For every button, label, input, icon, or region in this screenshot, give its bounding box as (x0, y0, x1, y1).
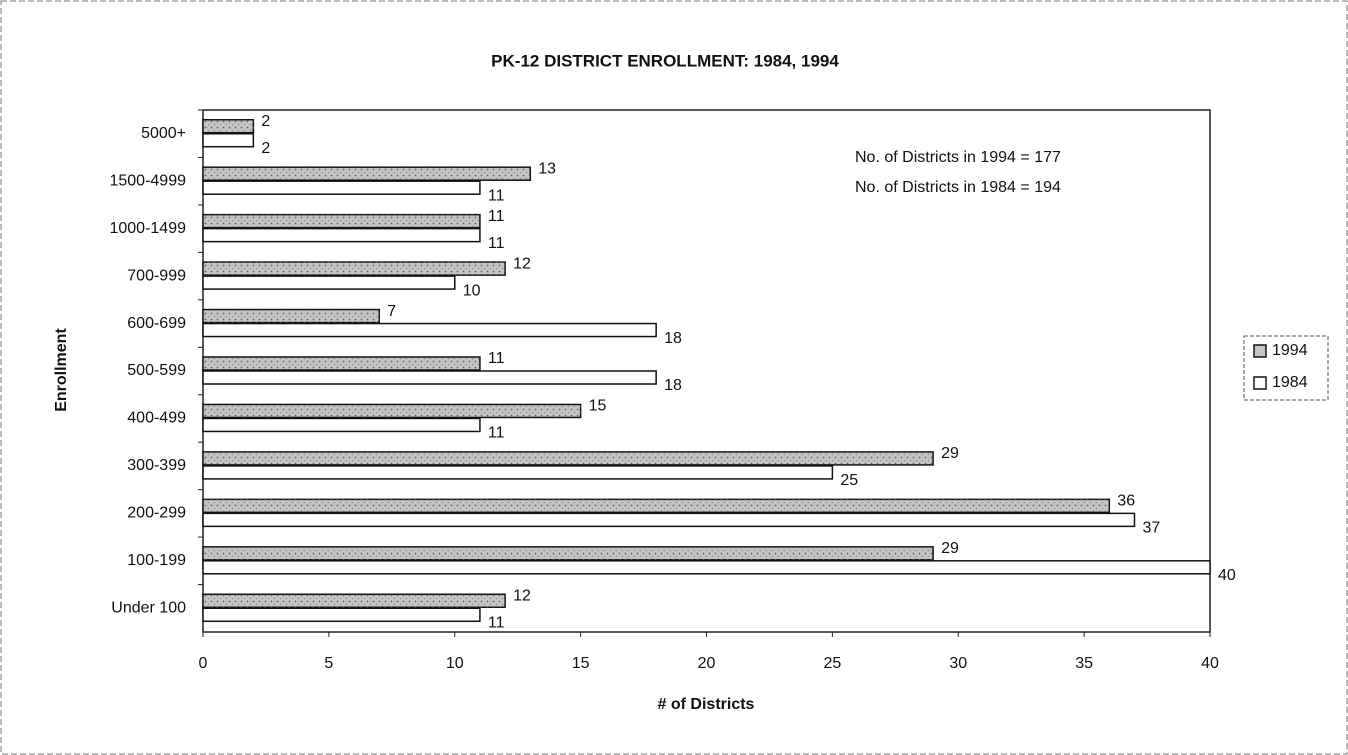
y-tick-label: 400-499 (127, 410, 186, 427)
bar (202, 261, 506, 276)
bar (202, 213, 481, 229)
x-tick-label: 0 (199, 655, 208, 672)
bar (202, 560, 1211, 575)
data-label: 29 (941, 540, 959, 557)
x-tick-label: 40 (1201, 655, 1219, 672)
bar (202, 180, 481, 195)
chart-title: PK-12 DISTRICT ENROLLMENT: 1984, 1994 (491, 51, 839, 70)
bar (202, 451, 934, 466)
y-tick-label: Under 100 (111, 599, 186, 616)
bar (202, 607, 481, 623)
bar (202, 417, 481, 433)
annotation: No. of Districts in 1994 = 177 (855, 149, 1061, 166)
bar (202, 356, 481, 371)
data-label: 11 (488, 235, 505, 252)
data-label: 29 (941, 445, 959, 462)
data-label: 7 (387, 303, 396, 320)
y-tick-label: 100-199 (127, 552, 186, 569)
bar (202, 322, 657, 338)
data-label: 18 (664, 377, 682, 394)
bar (202, 498, 1111, 514)
bar (202, 465, 834, 480)
legend-label: 1994 (1272, 342, 1308, 359)
data-label: 11 (488, 187, 505, 204)
y-tick-label: 200-299 (127, 505, 186, 522)
data-label: 11 (488, 208, 505, 225)
x-tick-label: 30 (949, 655, 967, 672)
bar (202, 132, 255, 148)
x-tick-label: 25 (823, 655, 841, 672)
data-label: 25 (840, 472, 858, 489)
y-tick-label: 700-999 (127, 267, 186, 284)
legend-swatch (1253, 344, 1267, 358)
data-label: 12 (513, 587, 531, 604)
bar (202, 593, 506, 609)
y-tick-label: 1500-4999 (109, 172, 186, 189)
x-tick-label: 10 (446, 655, 464, 672)
legend-swatch (1253, 376, 1267, 390)
bar (202, 512, 1136, 528)
legend-label: 1984 (1272, 374, 1308, 391)
y-axis-title: Enrollment (53, 328, 70, 412)
y-tick-label: 300-399 (127, 457, 186, 474)
bar (202, 403, 582, 419)
data-label: 13 (538, 160, 556, 177)
bar (202, 227, 481, 243)
data-label: 10 (463, 282, 481, 299)
data-label: 36 (1117, 493, 1135, 510)
y-tick-label: 5000+ (141, 125, 186, 142)
x-tick-label: 20 (698, 655, 716, 672)
x-tick-label: 15 (572, 655, 590, 672)
y-tick-label: 600-699 (127, 315, 186, 332)
bar (202, 308, 380, 324)
data-label: 15 (589, 398, 607, 415)
data-label: 37 (1142, 520, 1160, 537)
data-label: 11 (488, 614, 505, 631)
y-tick-label: 1000-1499 (109, 220, 186, 237)
annotation: No. of Districts in 1984 = 194 (855, 179, 1061, 196)
x-tick-label: 35 (1075, 655, 1093, 672)
data-label: 11 (488, 350, 505, 367)
data-label: 40 (1218, 567, 1236, 584)
data-label: 11 (488, 425, 505, 442)
data-label: 18 (664, 330, 682, 347)
bar (202, 166, 532, 181)
x-tick-label: 5 (324, 655, 333, 672)
bar (202, 118, 255, 134)
data-label: 2 (261, 113, 270, 130)
data-label: 12 (513, 255, 531, 272)
x-axis-title: # of Districts (658, 696, 755, 713)
bar (202, 546, 934, 561)
y-tick-label: 500-599 (127, 362, 186, 379)
bar (202, 275, 456, 290)
data-label: 2 (261, 140, 270, 157)
bar (202, 370, 657, 385)
